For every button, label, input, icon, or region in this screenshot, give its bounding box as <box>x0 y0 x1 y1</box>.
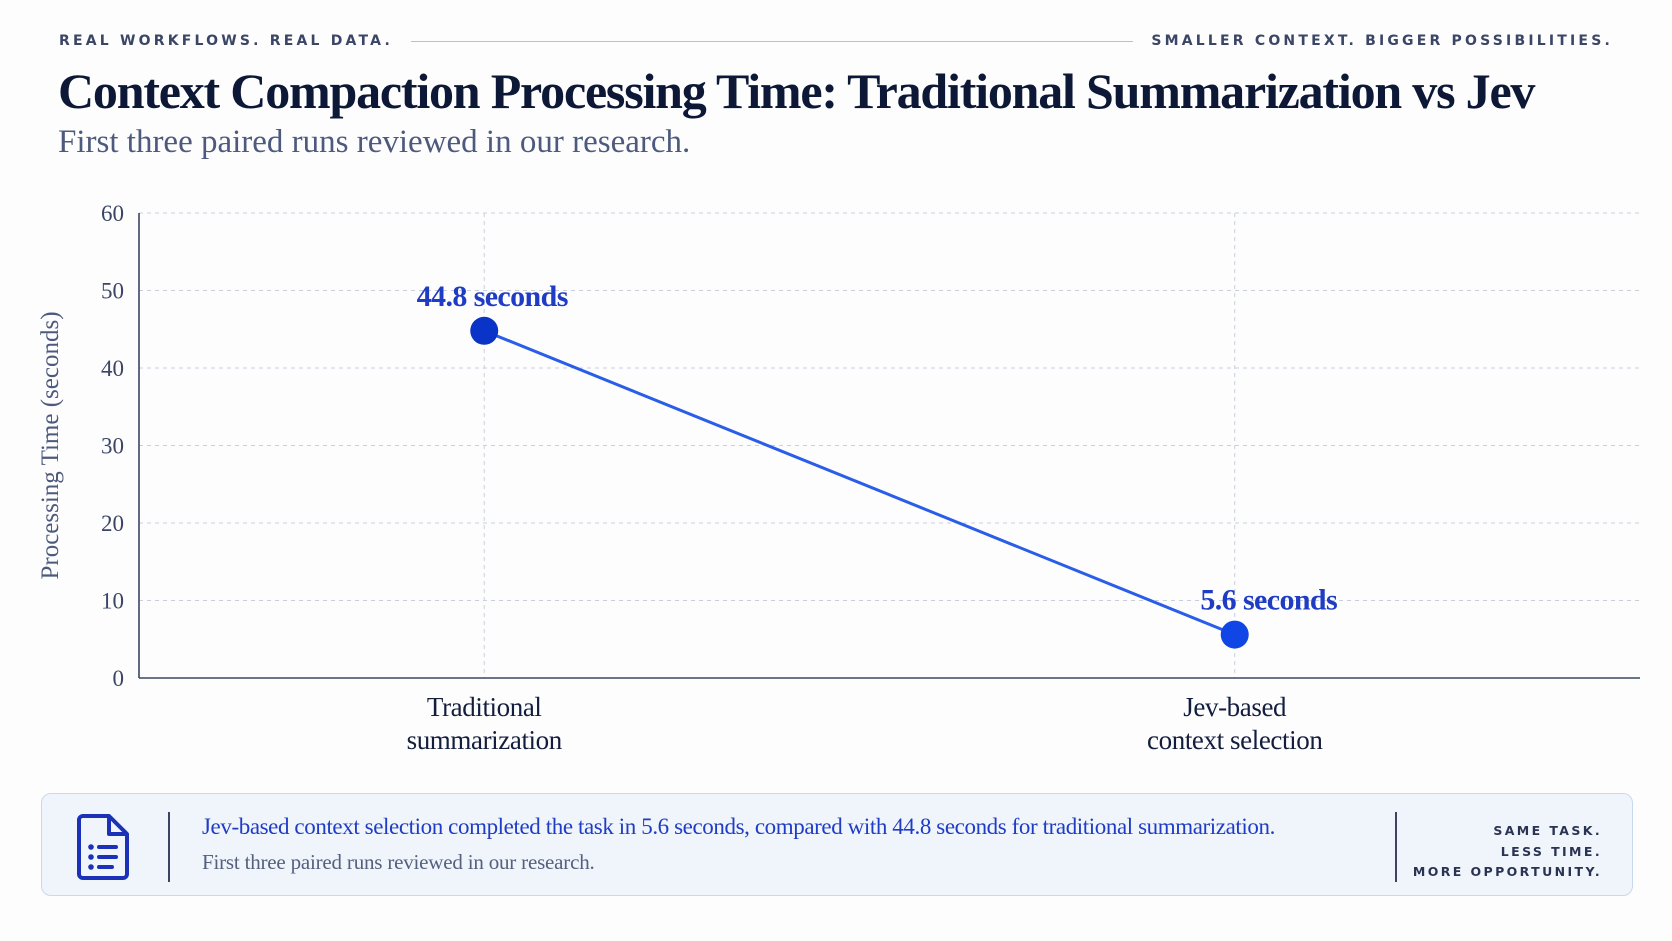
x-tick-label: Jev-based <box>1183 692 1287 722</box>
y-tick-label: 10 <box>101 589 124 614</box>
note-tagline-line: LESS TIME. <box>1500 843 1602 859</box>
chart-axes <box>138 213 1640 679</box>
document-list-icon <box>77 814 129 880</box>
note-tagline: SAME TASK. LESS TIME. MORE OPPORTUNITY. <box>1413 821 1602 883</box>
chart-data-labels: 44.8 seconds 5.6 seconds <box>417 280 1338 617</box>
data-point-marker <box>1220 620 1249 649</box>
header-divider <box>410 40 1134 42</box>
note-divider-left <box>168 812 170 882</box>
note-tagline-line: SAME TASK. <box>1493 823 1602 838</box>
x-tick-label: context selection <box>1147 725 1323 755</box>
y-tick-label: 0 <box>113 666 125 691</box>
header-bar: REAL WORKFLOWS. REAL DATA. SMALLER CONTE… <box>59 30 1613 52</box>
y-tick-label: 30 <box>101 434 124 459</box>
y-axis-label: Processing Time (seconds) <box>37 311 64 579</box>
y-tick-label: 50 <box>101 279 124 304</box>
chart-title: Context Compaction Processing Time: Trad… <box>58 63 1535 119</box>
note-primary-text: Jev-based context selection completed th… <box>202 814 1275 839</box>
chart-series <box>470 316 1249 649</box>
series-line <box>483 329 1236 636</box>
header-right-tagline: SMALLER CONTEXT. BIGGER POSSIBILITIES. <box>1151 33 1613 49</box>
note-tagline-line: MORE OPPORTUNITY. <box>1412 864 1602 879</box>
chart-subtitle: First three paired runs reviewed in our … <box>58 124 691 160</box>
y-tick-label: 40 <box>101 356 124 381</box>
data-point-label: 5.6 seconds <box>1200 584 1337 617</box>
note-secondary-text: First three paired runs reviewed in our … <box>202 850 595 874</box>
x-tick-label: summarization <box>407 725 563 755</box>
x-tick-label: Traditional <box>427 692 542 722</box>
data-point-label: 44.8 seconds <box>417 280 568 313</box>
summary-note-panel: Jev-based context selection completed th… <box>41 793 1633 896</box>
data-point-marker <box>470 316 499 345</box>
y-tick-label: 60 <box>101 201 124 226</box>
y-tick-label: 20 <box>101 511 124 536</box>
note-divider-right <box>1395 812 1397 882</box>
header-left-tagline: REAL WORKFLOWS. REAL DATA. <box>59 33 393 49</box>
chart-grid <box>139 212 1640 678</box>
